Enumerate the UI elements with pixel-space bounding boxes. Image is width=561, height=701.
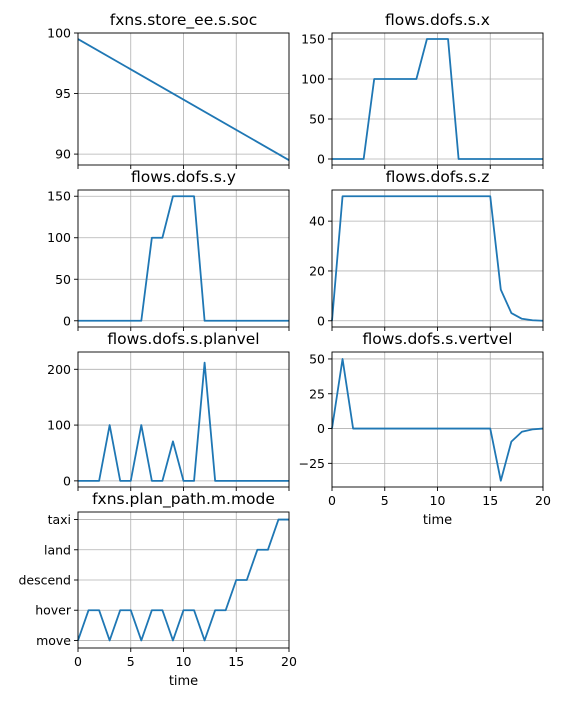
y-tick-label: 40: [309, 214, 325, 229]
subplot-title: flows.dofs.s.z: [386, 168, 490, 186]
y-tick-label: 150: [301, 32, 325, 47]
x-axis-label: time: [169, 674, 198, 689]
subplot-7: 0 5 10 15 20 move hover descend land taxi fxns.pla…: [18, 490, 297, 689]
subplot-title: fxns.store_ee.s.soc: [110, 11, 258, 30]
y-tick-label: 100: [47, 230, 71, 245]
y-tick-label: 20: [309, 263, 325, 278]
subplot-4: 0 20 40 flows.dofs.s.z: [309, 168, 544, 331]
series-line: [332, 38, 543, 160]
subplot-title: flows.dofs.s.y: [131, 168, 236, 186]
y-tick-label: 0: [63, 473, 71, 488]
y-tick-label: 0: [317, 421, 325, 436]
x-tick-label: 20: [535, 493, 551, 508]
y-tick-label: 95: [55, 86, 71, 101]
x-tick-label: 0: [328, 493, 336, 508]
series-line: [331, 195, 544, 322]
x-tick-label: 10: [430, 493, 446, 508]
x-tick-label: 10: [176, 654, 192, 669]
y-tick-label: hover: [35, 603, 72, 618]
y-tick-label: −25: [299, 456, 325, 471]
y-tick-label: 100: [301, 72, 325, 87]
x-tick-label: 5: [381, 493, 389, 508]
y-tick-label: move: [36, 633, 71, 648]
subplot-2: 0 50 100 150 flows.dofs.s.x: [301, 11, 544, 169]
y-tick-label: 50: [55, 272, 71, 287]
series-line: [78, 361, 289, 482]
x-tick-label: 15: [482, 493, 498, 508]
y-tick-label: taxi: [48, 512, 71, 527]
y-tick-label: 50: [309, 351, 325, 366]
y-tick-label: 100: [47, 26, 71, 41]
subplot-1: 90 95 100 fxns.store_ee.s.soc: [47, 11, 290, 169]
subplot-title: flows.dofs.s.vertvel: [363, 330, 513, 348]
subplot-title: fxns.plan_path.m.mode: [92, 490, 275, 509]
subplot-3: 0 50 100 150 flows.dofs.s.y: [47, 168, 290, 331]
y-tick-label: 25: [309, 386, 325, 401]
series-line: [77, 38, 290, 161]
y-tick-label: 100: [47, 418, 71, 433]
y-tick-label: 0: [63, 313, 71, 328]
x-tick-label: 15: [228, 654, 244, 669]
y-tick-label: land: [44, 542, 71, 557]
x-axis-label: time: [423, 513, 452, 528]
subplot-5: 0 100 200 flows.dofs.s.planvel: [47, 330, 290, 491]
y-tick-label: 200: [47, 362, 71, 377]
y-tick-label: 90: [55, 147, 71, 162]
subplot-title: flows.dofs.s.x: [385, 11, 490, 29]
y-tick-label: 50: [309, 112, 325, 127]
y-tick-label: descend: [18, 573, 71, 588]
series-line: [331, 358, 544, 482]
y-tick-label: 150: [47, 189, 71, 204]
x-tick-label: 0: [74, 654, 82, 669]
x-tick-label: 5: [127, 654, 135, 669]
series-line: [77, 518, 289, 642]
y-tick-label: 0: [317, 313, 325, 328]
subplot-title: flows.dofs.s.planvel: [107, 330, 259, 348]
y-tick-label: 0: [317, 152, 325, 167]
series-line: [78, 195, 289, 322]
x-tick-label: 20: [281, 654, 297, 669]
subplot-6: 0 5 10 15 20 −25 0 25 50 flows.dofs.s.vertvel time: [299, 330, 551, 528]
